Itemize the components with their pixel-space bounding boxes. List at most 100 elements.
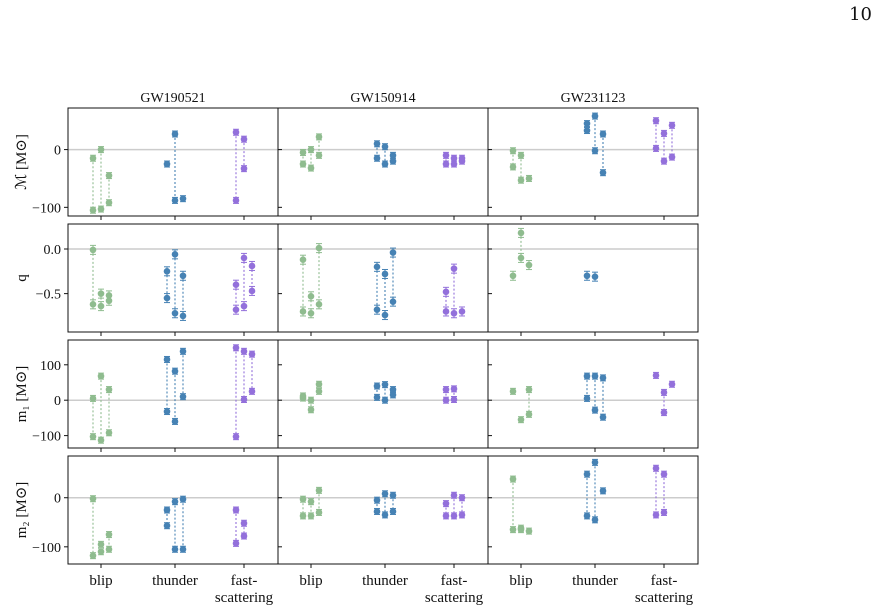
data-point — [299, 394, 307, 402]
data-point — [163, 160, 171, 168]
data-point — [509, 163, 517, 171]
data-point — [389, 157, 397, 165]
data-point — [179, 545, 187, 553]
data-point — [442, 308, 450, 315]
data-point — [583, 395, 591, 402]
data-point — [315, 388, 323, 395]
data-point — [240, 396, 248, 403]
data-point — [97, 372, 105, 380]
data-point — [389, 391, 397, 399]
data-point — [652, 145, 660, 152]
data-point — [389, 386, 397, 393]
x-tick-label-line: blip — [89, 573, 112, 589]
x-tick-label-line: blip — [509, 573, 532, 589]
data-point — [105, 531, 113, 538]
data-point — [307, 396, 315, 404]
panel: −100 0 100 — [32, 339, 279, 452]
data-point — [163, 522, 171, 530]
x-tick-label-line: scattering — [215, 590, 274, 606]
data-point — [599, 413, 607, 421]
data-point — [307, 292, 315, 300]
data-point — [381, 270, 389, 278]
data-point — [583, 127, 591, 134]
panel — [487, 455, 699, 568]
data-point — [89, 301, 97, 308]
y-tick-label: 100 — [40, 359, 61, 374]
data-point — [248, 350, 256, 358]
data-point — [105, 199, 113, 207]
data-point — [171, 309, 179, 317]
data-point — [381, 311, 389, 319]
data-point — [389, 508, 397, 515]
y-tick-label: −100 — [32, 541, 61, 556]
data-point — [89, 154, 97, 162]
data-point — [509, 147, 517, 155]
data-point — [315, 152, 323, 159]
data-point — [179, 393, 187, 400]
y-axis-label: q — [14, 274, 30, 282]
data-point — [105, 386, 113, 393]
data-point — [591, 406, 599, 414]
data-point — [381, 381, 389, 388]
data-point — [517, 152, 525, 159]
data-point — [599, 130, 607, 138]
data-point — [591, 147, 599, 155]
data-point — [179, 348, 187, 355]
data-point — [450, 154, 458, 162]
column-title: GW231123 — [561, 91, 626, 106]
x-tick-label: blip — [299, 573, 322, 589]
data-point — [660, 157, 668, 165]
data-point — [171, 545, 179, 553]
data-point — [240, 302, 248, 310]
x-tick-label: fast-scattering — [425, 573, 484, 606]
data-point — [179, 272, 187, 280]
data-point — [591, 273, 599, 280]
data-point — [381, 143, 389, 150]
data-point — [668, 153, 676, 161]
data-point — [509, 526, 517, 533]
data-point — [517, 229, 525, 237]
page-number: 10 — [849, 4, 872, 25]
data-point — [232, 306, 240, 313]
data-point — [105, 429, 113, 437]
data-point — [373, 140, 381, 148]
data-point — [458, 157, 466, 165]
y-tick-label: −0.5 — [36, 288, 61, 303]
panel-frame — [487, 107, 699, 217]
data-point — [105, 297, 113, 305]
panel-frame — [277, 339, 489, 449]
data-point — [450, 396, 458, 403]
panel-frame — [67, 339, 279, 449]
data-point — [373, 496, 381, 504]
data-point — [240, 532, 248, 540]
data-point — [232, 433, 240, 440]
panel — [487, 339, 699, 452]
data-point — [315, 380, 323, 388]
data-point — [583, 272, 591, 280]
data-point — [591, 112, 599, 120]
data-point — [307, 512, 315, 520]
data-point — [315, 244, 323, 252]
data-point — [97, 436, 105, 444]
data-point — [299, 160, 307, 168]
data-point — [307, 146, 315, 153]
data-point — [105, 172, 113, 179]
data-point — [163, 356, 171, 363]
data-point — [373, 394, 381, 401]
data-point — [232, 128, 240, 136]
x-tick-label: thunder — [152, 573, 198, 589]
x-tick-label-line: blip — [299, 573, 322, 589]
data-point — [105, 292, 113, 299]
data-point — [517, 526, 525, 533]
data-point — [97, 290, 105, 297]
panel — [277, 339, 489, 452]
panel — [277, 223, 489, 336]
panel-frame — [487, 339, 699, 449]
data-point — [660, 509, 668, 516]
data-point — [450, 265, 458, 272]
data-point — [248, 388, 256, 395]
x-tick-label-line: thunder — [572, 573, 618, 589]
data-point — [583, 512, 591, 520]
data-point — [517, 176, 525, 184]
